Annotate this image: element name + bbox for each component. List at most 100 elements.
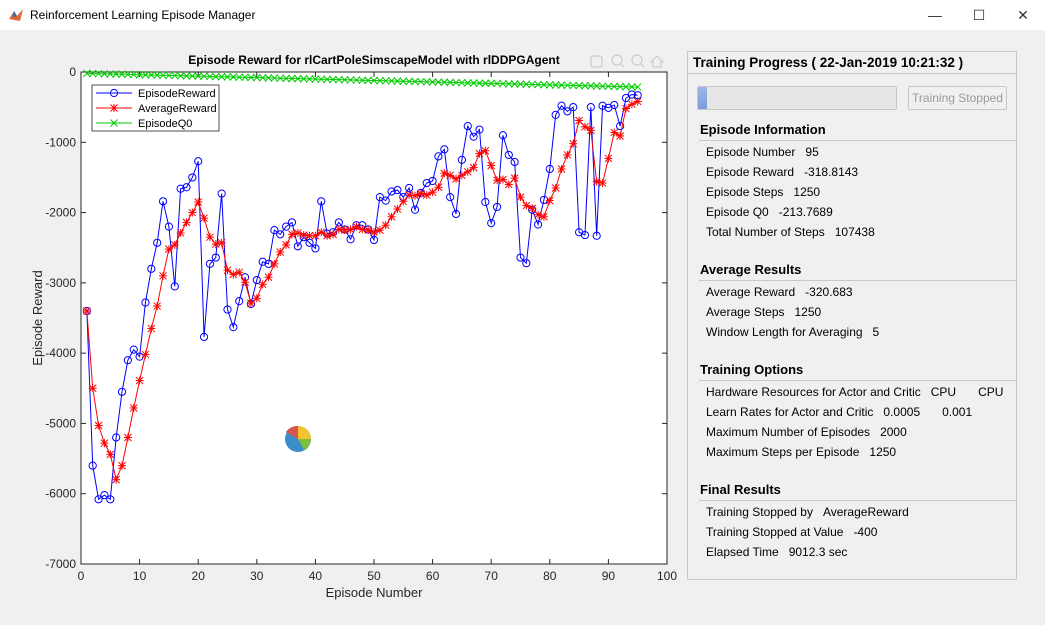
- data-point-x: [194, 72, 203, 81]
- info-row: Training Stopped at Value -400: [706, 525, 877, 539]
- data-point-x: [399, 77, 408, 86]
- data-point-x: [100, 69, 109, 78]
- data-point-star: [569, 139, 578, 148]
- marker-stroke: [417, 77, 425, 86]
- marker-stroke: [153, 71, 162, 79]
- data-point-circle: [498, 131, 508, 140]
- marker-stroke: [159, 71, 167, 80]
- data-point-circle: [170, 282, 179, 291]
- data-point-x: [110, 119, 118, 127]
- data-point-star: [176, 228, 185, 237]
- data-point-x: [405, 77, 414, 86]
- data-point-circle: [258, 257, 267, 266]
- marker-stroke: [323, 75, 331, 84]
- info-label: Episode Number: [706, 145, 796, 159]
- data-point-star: [516, 193, 525, 202]
- data-point-x: [188, 72, 197, 80]
- data-point-x: [264, 74, 273, 82]
- close-button[interactable]: ✕: [1017, 6, 1029, 23]
- marker-stroke: [329, 75, 337, 84]
- data-point-star: [276, 247, 285, 256]
- data-point-star: [534, 210, 543, 219]
- marker-stroke: [241, 73, 249, 82]
- episode-reward-chart: 0 10 20 30 40 50 60 70 80 90 100 0 -1000 -2000 -3000 -4…: [30, 53, 677, 600]
- data-point-x: [334, 75, 343, 84]
- data-point-x: [112, 70, 121, 78]
- data-point-circle: [451, 209, 461, 219]
- data-point-star: [112, 475, 121, 484]
- info-label: Training Stopped by: [706, 505, 813, 519]
- info-value: CPU: [930, 385, 957, 399]
- data-point-circle: [100, 491, 109, 500]
- data-point-star: [463, 167, 472, 176]
- marker-stroke: [405, 77, 414, 86]
- x-tick-label: 100: [657, 569, 677, 583]
- marker-stroke: [247, 73, 255, 82]
- zoom-in-icon: [611, 54, 625, 68]
- data-point-x: [229, 73, 238, 81]
- data-point-x: [452, 78, 460, 87]
- marker-stroke: [229, 73, 238, 81]
- data-point-star: [323, 231, 332, 240]
- marker-stroke: [288, 74, 296, 83]
- data-point-x: [106, 70, 115, 78]
- data-point-circle: [158, 197, 168, 206]
- plot-background: [81, 72, 667, 564]
- maximize-button[interactable]: ☐: [972, 6, 986, 23]
- marker-stroke: [592, 82, 601, 90]
- brush-shape: [590, 55, 603, 68]
- marker-stroke: [434, 78, 443, 86]
- data-point-star: [598, 179, 607, 188]
- marker-stroke: [376, 76, 384, 85]
- data-point-star: [416, 189, 425, 198]
- section-heading: Episode Information: [700, 122, 826, 137]
- data-point-star: [188, 208, 197, 217]
- minimize-button[interactable]: —: [928, 7, 942, 23]
- data-point-circle: [211, 253, 220, 262]
- marker-stroke: [557, 81, 566, 90]
- data-point-circle: [422, 178, 431, 188]
- data-point-x: [440, 78, 449, 87]
- data-point-circle: [481, 197, 490, 207]
- marker-stroke: [305, 75, 314, 83]
- info-row: Elapsed Time 9012.3 sec: [706, 545, 847, 559]
- marker-stroke: [258, 73, 267, 82]
- spinner-slice-yellow: [298, 426, 311, 439]
- marker-stroke: [282, 74, 290, 83]
- marker-stroke: [504, 79, 513, 88]
- marker-stroke: [100, 69, 109, 78]
- data-point-star: [246, 299, 255, 308]
- marker-stroke: [147, 71, 156, 79]
- data-point-circle: [492, 202, 502, 212]
- data-point-circle: [287, 218, 297, 227]
- training-stopped-button[interactable]: Training Stopped: [908, 86, 1007, 110]
- data-point-star: [563, 150, 572, 159]
- data-point-star: [129, 403, 138, 412]
- data-point-circle: [141, 298, 150, 307]
- training-progress-panel: Training Progress ( 22-Jan-2019 10:21:32…: [687, 51, 1017, 580]
- data-point-circle: [176, 184, 185, 193]
- data-point-circle: [182, 183, 191, 192]
- data-point-x: [282, 74, 290, 83]
- info-row: Hardware Resources for Actor and Critic C…: [706, 385, 1003, 399]
- house-shape: [649, 55, 665, 68]
- marker-stroke: [458, 78, 466, 87]
- marker-stroke: [387, 77, 396, 85]
- info-row: Episode Steps 1250: [706, 185, 820, 199]
- data-point-circle: [217, 189, 226, 198]
- data-point-star: [545, 196, 554, 205]
- data-point-circle: [446, 193, 455, 202]
- data-point-star: [94, 421, 103, 430]
- data-point-x: [487, 79, 496, 88]
- marker-stroke: [627, 83, 636, 91]
- marker-stroke: [581, 81, 589, 90]
- brush-icon: [590, 55, 603, 68]
- data-point-x: [510, 80, 519, 88]
- info-row: Average Steps 1250: [706, 305, 821, 319]
- x-tick-label: 40: [309, 569, 323, 583]
- marker-stroke: [217, 72, 226, 81]
- spinner-slice-red: [286, 425, 298, 439]
- data-point-star: [264, 273, 273, 282]
- data-point-star: [434, 183, 443, 192]
- info-value: -400: [853, 525, 878, 539]
